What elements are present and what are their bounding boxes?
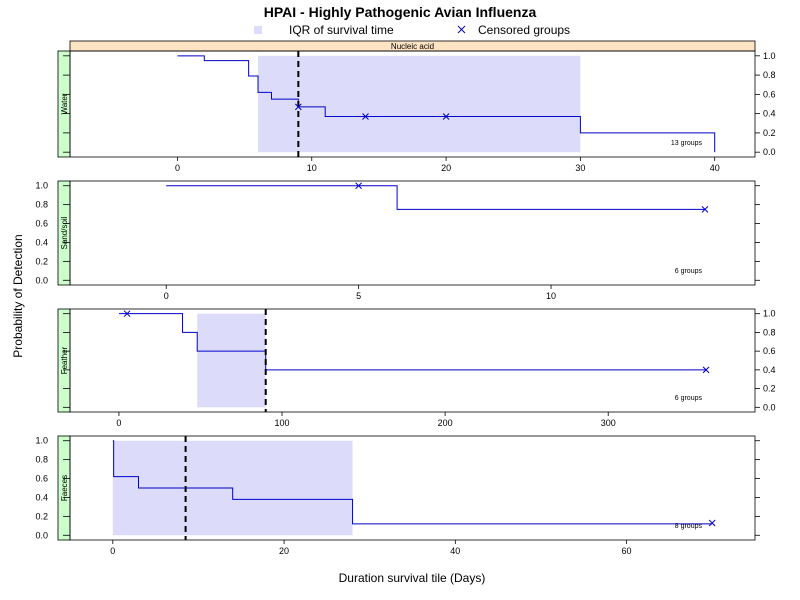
panel-frame-faeces <box>69 435 756 541</box>
censored-marker-stroke <box>701 206 709 213</box>
panel-water: Nucleic acid Water 13 groups 0 10 20 30 40 0.0 0.… <box>57 40 776 173</box>
censored-marker-stroke <box>294 103 302 111</box>
y-tick-label-sand-soil: 0.8 <box>35 200 48 210</box>
x-tick-label-faeces: 0 <box>110 546 115 556</box>
legend-censored-label: Censored groups <box>478 23 570 37</box>
legend-iqr-label: IQR of survival time <box>289 23 394 37</box>
censored-marker-sand-soil-1 <box>701 206 709 213</box>
x-tick-label-faeces: 40 <box>450 546 460 556</box>
side-strip-label-feather: Feather <box>60 346 69 374</box>
panel-sand-soil: Sand/soil 6 groups 0 5 10 0.0 0.2 0.4 0.6 0.8 1.0 <box>35 180 760 301</box>
y-tick-label-water: 0.0 <box>763 147 776 157</box>
legend-iqr-swatch <box>254 26 262 34</box>
x-tick-label-sand-soil: 10 <box>546 291 556 301</box>
censored-marker-water-0 <box>294 103 302 111</box>
censored-marker-water-2 <box>442 113 450 120</box>
y-tick-label-water: 0.4 <box>763 109 776 119</box>
censored-marker-stroke <box>708 519 716 527</box>
x-tick-label-water: 20 <box>441 163 451 173</box>
x-tick-label-feather: 0 <box>116 418 121 428</box>
x-tick-label-feather: 300 <box>601 418 616 428</box>
censored-marker-feather-1 <box>702 366 710 374</box>
x-tick-label-faeces: 60 <box>622 546 632 556</box>
panel-feather: Feather 6 groups 0 100 200 300 0.0 0.2 0.4 0.6 0.8… <box>57 308 776 428</box>
side-strip-label-water: Water <box>60 93 69 114</box>
panel-frame-feather <box>69 308 756 413</box>
y-tick-label-faeces: 0.4 <box>35 492 48 502</box>
y-tick-label-feather: 0.4 <box>763 365 776 375</box>
y-tick-label-water: 0.6 <box>763 89 776 99</box>
y-tick-label-sand-soil: 0.2 <box>35 256 48 266</box>
side-strip-label-sand-soil: Sand/soil <box>60 216 69 249</box>
y-tick-label-water: 0.2 <box>763 128 776 138</box>
y-tick-label-sand-soil: 1.0 <box>35 181 48 191</box>
y-tick-label-feather: 0.2 <box>763 384 776 394</box>
x-tick-label-sand-soil: 5 <box>356 291 361 301</box>
y-tick-label-sand-soil: 0.4 <box>35 237 48 247</box>
y-tick-label-feather: 0.6 <box>763 346 776 356</box>
y-tick-label-sand-soil: 0.0 <box>35 275 48 285</box>
y-tick-label-feather: 1.0 <box>763 309 776 319</box>
y-tick-label-faeces: 0.2 <box>35 511 48 521</box>
y-tick-label-faeces: 0.8 <box>35 455 48 465</box>
legend-censored-marker <box>457 25 466 34</box>
censored-marker-stroke <box>702 366 710 374</box>
y-tick-label-sand-soil: 0.6 <box>35 219 48 229</box>
censored-marker-stroke <box>123 310 131 318</box>
x-axis-label: Duration survival tile (Days) <box>339 571 486 585</box>
panels-group: Nucleic acid Water 13 groups 0 10 20 30 40 0.0 0.… <box>35 40 776 556</box>
x-tick-label-water: 30 <box>575 163 585 173</box>
panel-frame-sand-soil <box>69 180 756 286</box>
survival-step-line-sand-soil <box>166 185 705 210</box>
x-tick-label-water: 10 <box>307 163 317 173</box>
survival-step-line-feather <box>118 313 707 371</box>
y-tick-label-faeces: 1.0 <box>35 436 48 446</box>
y-tick-label-faeces: 0.0 <box>35 530 48 540</box>
side-strip-label-faeces: Faeces <box>60 475 69 501</box>
x-tick-label-water: 0 <box>175 163 180 173</box>
x-tick-label-faeces: 20 <box>279 546 289 556</box>
x-tick-label-sand-soil: 0 <box>164 291 169 301</box>
y-axis-label: Probability of Detection <box>11 234 25 357</box>
x-tick-label-feather: 200 <box>438 418 453 428</box>
groups-label-sand-soil: 6 groups <box>675 268 703 275</box>
chart-title: HPAI - Highly Pathogenic Avian Influenza <box>264 4 537 20</box>
x-tick-label-feather: 100 <box>275 418 290 428</box>
y-tick-label-feather: 0.0 <box>763 402 776 412</box>
survival-step-line-water <box>177 55 716 153</box>
censored-marker-stroke <box>355 182 362 190</box>
panel-frame-water <box>69 50 756 158</box>
censored-marker-stroke <box>442 113 450 120</box>
censored-marker-feather-0 <box>123 310 131 318</box>
x-tick-label-water: 40 <box>710 163 720 173</box>
censored-marker-faeces-0 <box>708 519 716 527</box>
groups-label-faeces: 8 groups <box>675 523 703 530</box>
censored-marker-water-1 <box>362 113 369 120</box>
panel-faeces: Faeces 8 groups 0 20 40 60 0.0 0.2 0.4 0.6 0.8 1.0 <box>35 435 760 556</box>
groups-label-water: 13 groups <box>671 140 703 147</box>
iqr-band-water <box>258 55 581 153</box>
groups-label-feather: 6 groups <box>675 395 703 402</box>
censored-marker-stroke <box>362 113 369 120</box>
y-tick-label-water: 0.8 <box>763 70 776 80</box>
y-tick-label-water: 1.0 <box>763 51 776 61</box>
strip-label: Nucleic acid <box>391 42 434 51</box>
y-tick-label-faeces: 0.6 <box>35 474 48 484</box>
censored-marker-sand-soil-0 <box>355 182 362 190</box>
iqr-band-feather <box>197 313 266 408</box>
legend: IQR of survival time Censored groups <box>254 23 570 37</box>
y-tick-label-feather: 0.8 <box>763 327 776 337</box>
